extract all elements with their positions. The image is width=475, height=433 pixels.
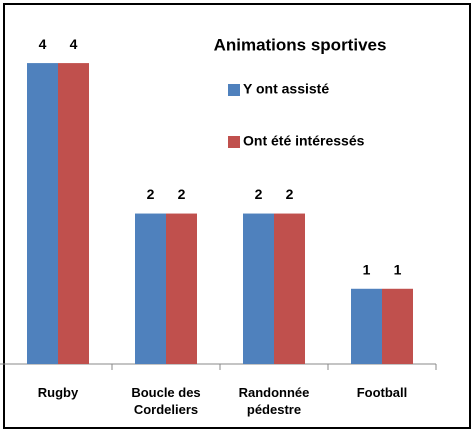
value-label: 2 [255, 186, 263, 202]
value-label: 1 [363, 261, 371, 277]
chart-title: Animations sportives [214, 35, 387, 54]
bar [382, 288, 413, 364]
legend-swatch [228, 84, 240, 96]
x-tick-label: Boucle des Cordeliers [131, 385, 201, 417]
x-tick-label: Randonnée pédestre [238, 385, 310, 417]
legend-label: Ont été intéressés [243, 133, 365, 149]
value-label: 1 [394, 261, 402, 277]
legend-label: Y ont assisté [243, 81, 329, 97]
legend-swatch [228, 136, 240, 148]
value-label: 2 [286, 186, 294, 202]
x-tick-label: Football [356, 385, 408, 400]
bar [274, 213, 305, 364]
frame [3, 3, 471, 429]
bar [135, 213, 166, 364]
value-label: 4 [70, 36, 78, 52]
value-label: 2 [178, 186, 186, 202]
bar [166, 213, 197, 364]
bar [351, 288, 382, 364]
bar [58, 63, 89, 364]
x-tick-label: Rugby [37, 385, 79, 400]
value-label: 4 [39, 36, 47, 52]
bar [27, 63, 58, 364]
bar [243, 213, 274, 364]
value-label: 2 [147, 186, 155, 202]
